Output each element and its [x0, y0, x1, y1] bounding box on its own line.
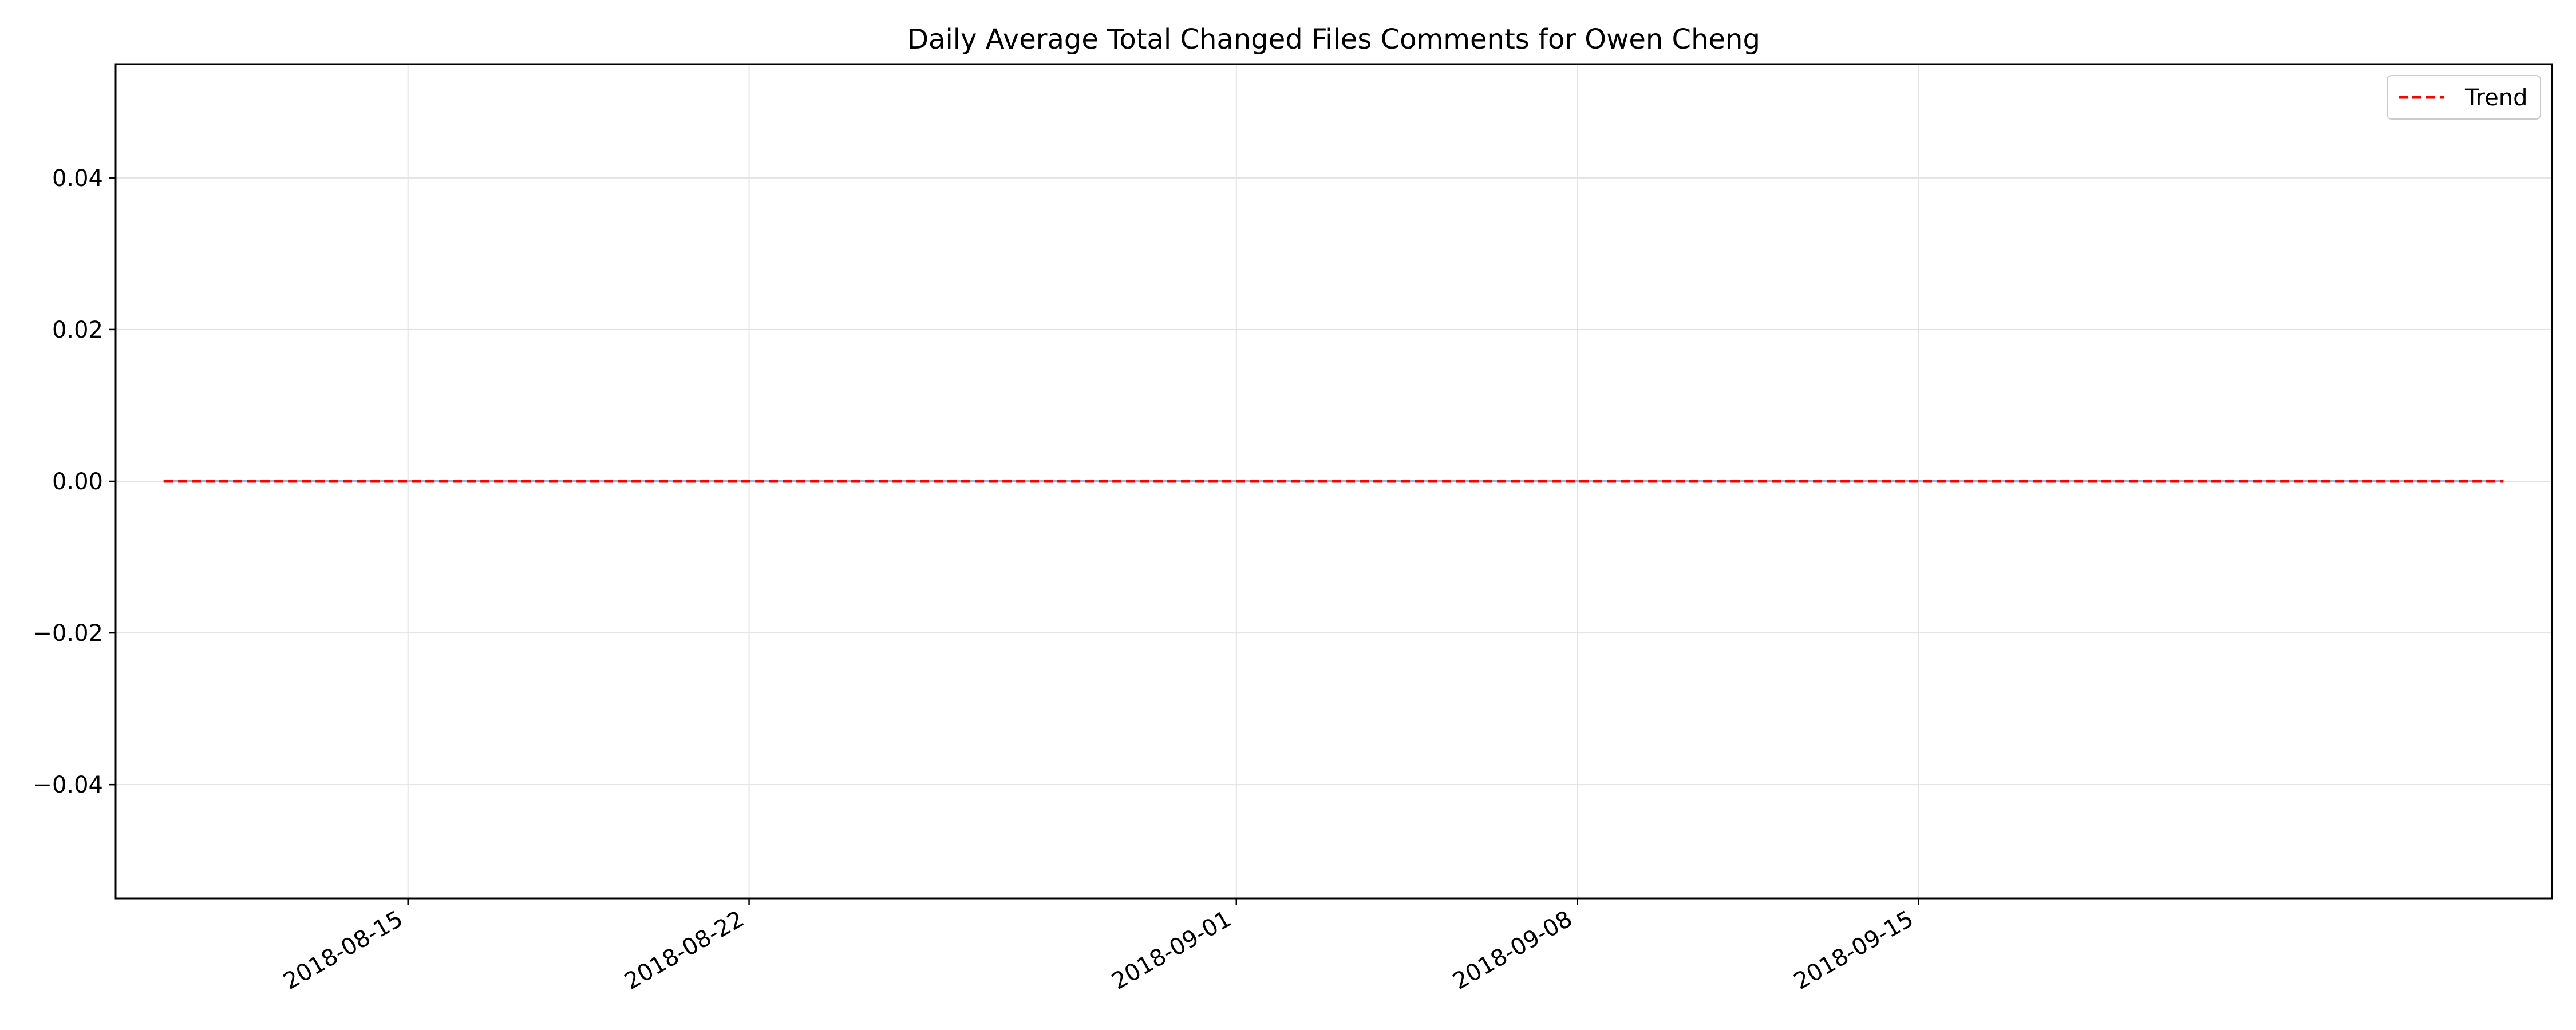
- y-tick-label: 0.02: [52, 317, 103, 343]
- data-point: [1478, 480, 1481, 483]
- series-layer: [163, 480, 2505, 483]
- chart-title: Daily Average Total Changed Files Commen…: [907, 23, 1760, 56]
- y-tick-label: 0.00: [52, 469, 103, 495]
- data-point: [406, 480, 410, 483]
- data-point: [601, 480, 605, 483]
- data-point: [1576, 480, 1579, 483]
- legend-label-trend: Trend: [2464, 85, 2527, 111]
- y-tick-label: 0.04: [52, 165, 103, 192]
- data-point: [1137, 480, 1141, 483]
- y-tick-label: −0.02: [33, 620, 103, 647]
- data-point: [1673, 480, 1677, 483]
- data-point: [2014, 480, 2018, 483]
- legend: Trend: [2387, 75, 2541, 120]
- data-point: [942, 480, 946, 483]
- data-point: [1040, 480, 1043, 483]
- y-tick-label: −0.04: [33, 772, 103, 798]
- y-axis: −0.04 −0.02 0.00 0.02 0.04: [33, 165, 116, 798]
- data-point: [2112, 480, 2115, 483]
- legend-box: [2387, 75, 2541, 120]
- data-point: [504, 480, 507, 483]
